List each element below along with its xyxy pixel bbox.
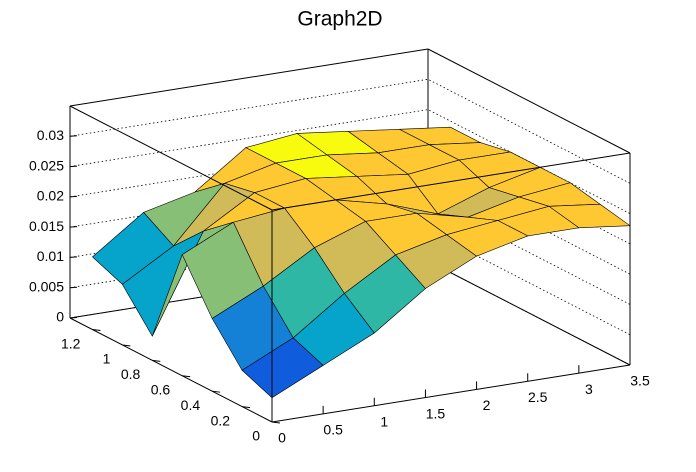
- y-tick: [152, 359, 161, 362]
- x-tick-label: 3: [585, 381, 593, 397]
- x-tick-label: 0: [278, 430, 286, 446]
- box-edge: [69, 48, 429, 107]
- y-tick: [122, 344, 131, 347]
- box-edge: [69, 317, 273, 423]
- z-tick-label: 0.005: [29, 278, 64, 294]
- box-edge: [69, 105, 273, 211]
- x-tick-label: 0.5: [323, 422, 343, 438]
- y-tick-label: 0.6: [151, 381, 171, 397]
- y-tick: [182, 375, 191, 378]
- y-tick-label: 0.4: [181, 397, 201, 413]
- z-tick-label: 0.02: [37, 188, 64, 204]
- y-tick-label: 0: [252, 428, 260, 444]
- x-tick-label: 2.5: [528, 389, 548, 405]
- z-tick-label: 0.015: [29, 218, 64, 234]
- y-tick: [212, 390, 221, 393]
- surface-cell: [241, 337, 324, 399]
- z-tick-label: 0: [56, 309, 64, 325]
- z-tick: [69, 195, 78, 198]
- y-tick-label: 0.2: [211, 412, 231, 428]
- grid-line: [69, 139, 631, 245]
- x-tick-label: 2: [483, 397, 491, 413]
- z-tick: [69, 317, 78, 319]
- grid-line: [69, 260, 631, 366]
- y-tick: [242, 406, 251, 409]
- y-tick: [92, 329, 101, 332]
- grid-line: [69, 109, 631, 214]
- z-tick-label: 0.03: [37, 127, 64, 143]
- box-edge: [271, 364, 631, 423]
- y-tick-label: 1.2: [61, 335, 81, 351]
- x-tick-label: 3.5: [630, 373, 650, 389]
- x-tick-label: 1.5: [426, 405, 446, 421]
- z-tick: [69, 256, 78, 258]
- chart-title: Graph2D: [297, 8, 382, 31]
- z-tick-label: 0.025: [29, 157, 64, 173]
- x-tick-label: 1: [380, 413, 388, 429]
- z-tick: [69, 135, 78, 137]
- z-tick: [69, 165, 78, 168]
- y-tick-label: 1: [103, 351, 111, 367]
- z-tick-label: 0.01: [37, 248, 64, 264]
- grid-line: [69, 78, 631, 184]
- box-edge: [427, 48, 631, 154]
- y-tick-label: 0.8: [121, 366, 141, 382]
- y-tick: [271, 421, 281, 424]
- z-tick: [69, 226, 78, 228]
- z-tick: [69, 286, 78, 289]
- box-edge: [271, 152, 631, 211]
